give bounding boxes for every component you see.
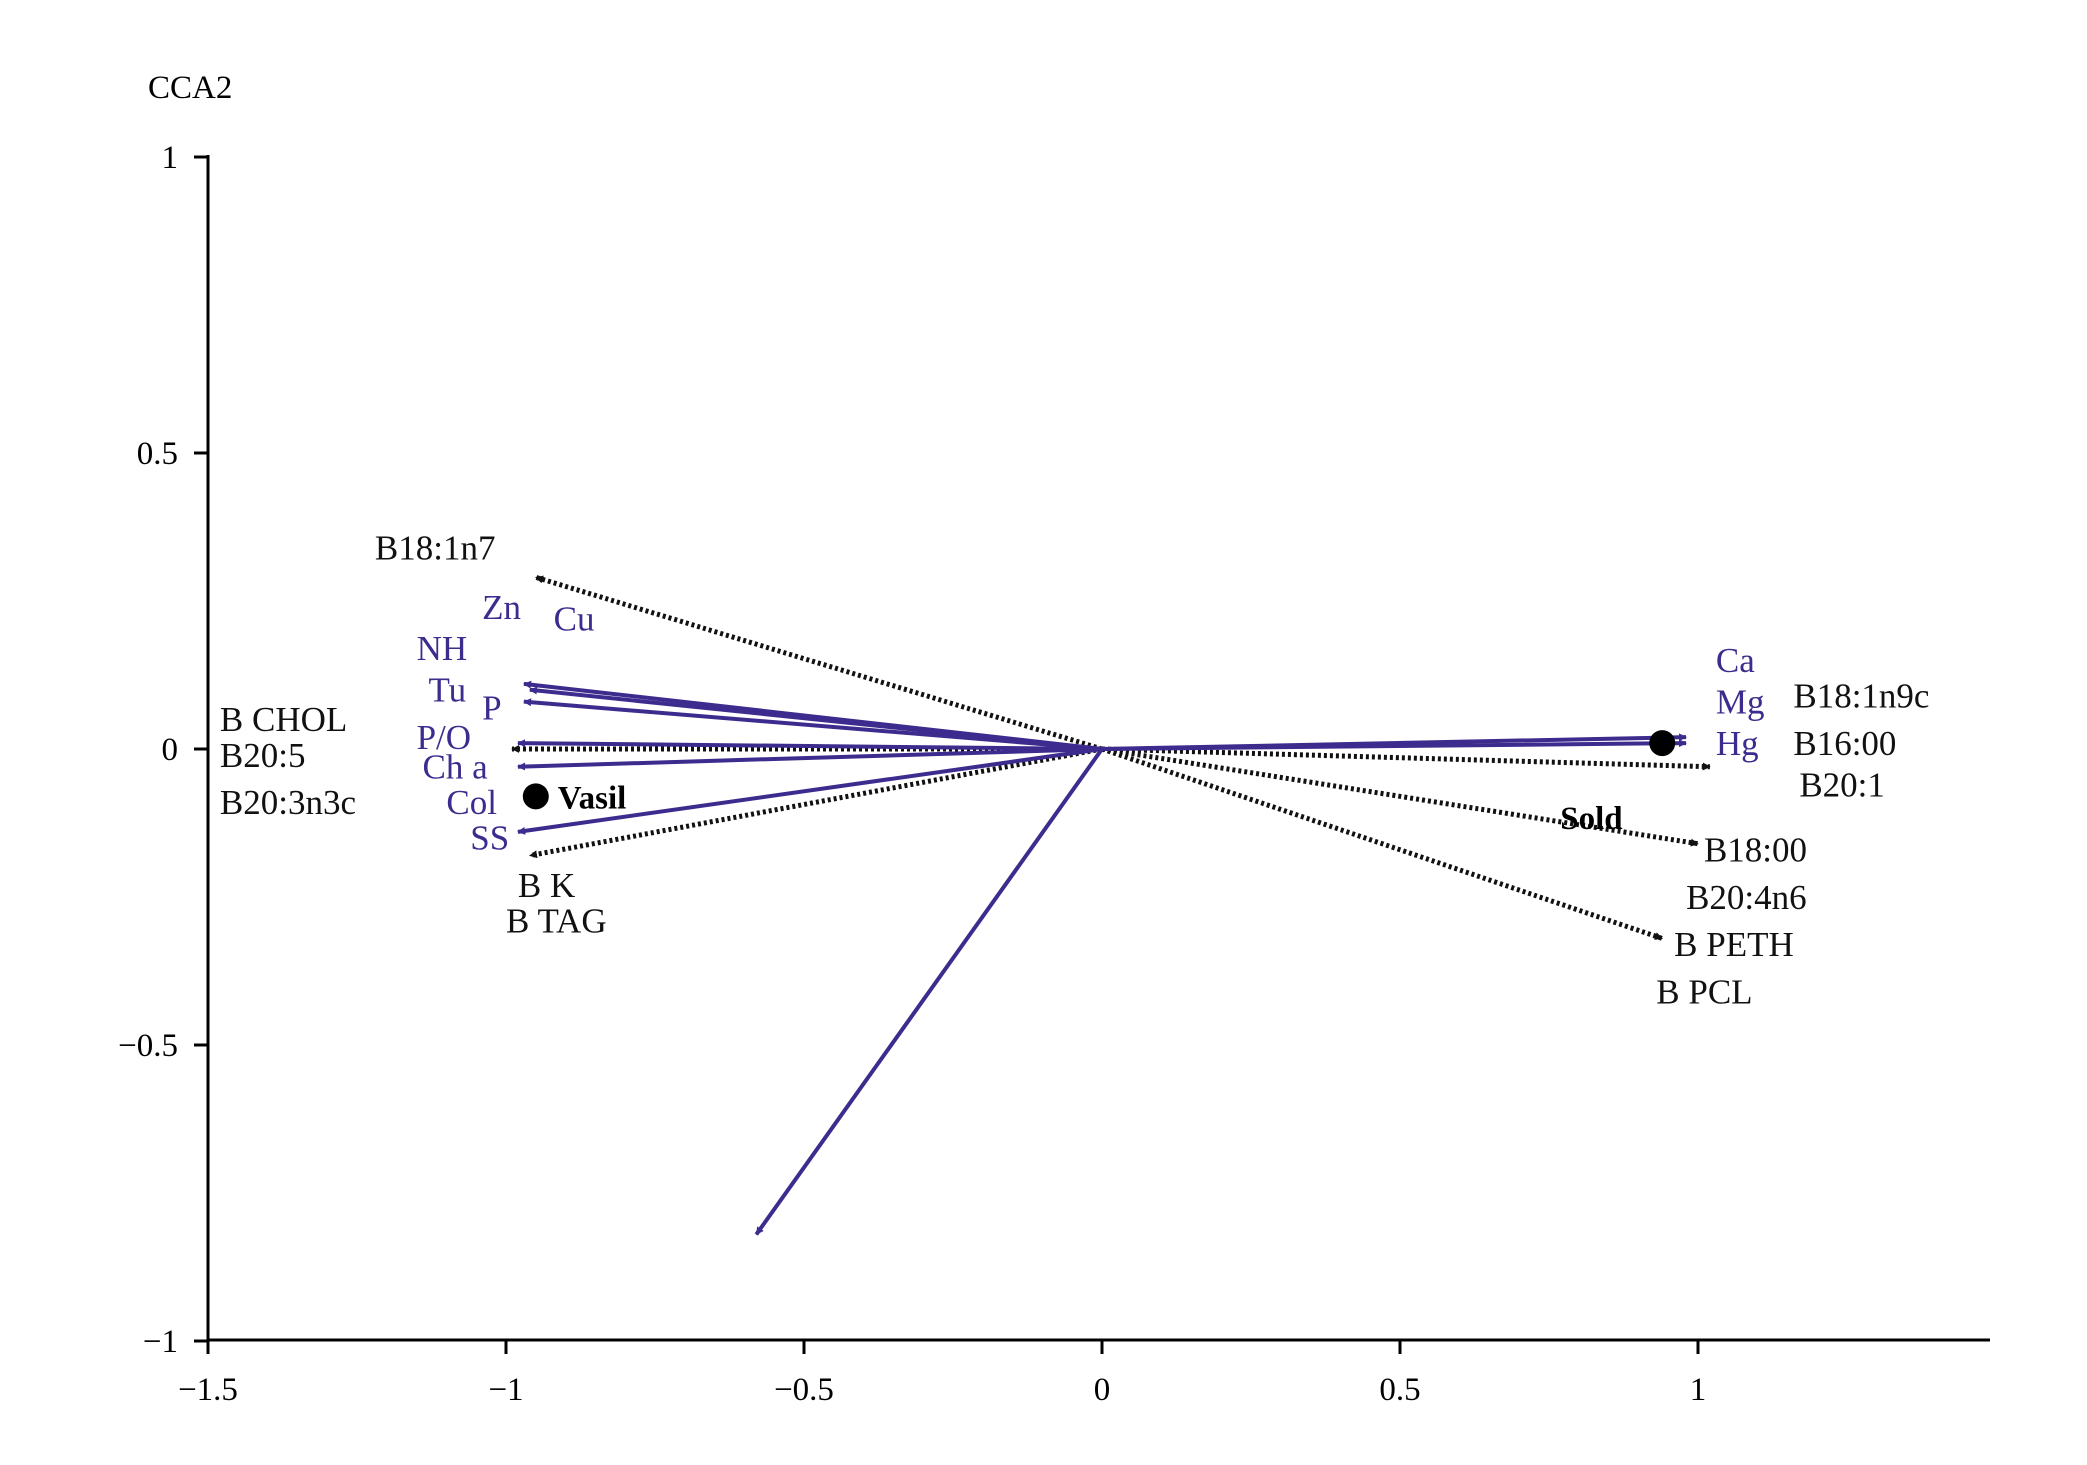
x-tick-label: −1 <box>488 1372 523 1408</box>
site-point <box>1649 730 1676 757</box>
site-label: Vasil <box>558 780 626 816</box>
env-variable-label: SS <box>470 819 509 858</box>
env-variable-label: Cu <box>554 600 595 639</box>
site-point <box>522 783 549 810</box>
species-label: B18:1n9c <box>1793 677 1929 716</box>
env-variable-label: Hg <box>1716 724 1759 763</box>
x-tick-label: 0.5 <box>1379 1372 1420 1408</box>
species-label: B18:00 <box>1704 830 1807 869</box>
env-variable-label: P <box>482 688 501 727</box>
species-label: B20:3n3c <box>220 783 356 822</box>
species-label: B20:1 <box>1799 765 1885 804</box>
env-arrow <box>529 686 1103 751</box>
environmental-arrows <box>517 680 1687 1236</box>
y-tick-label: 0.5 <box>137 436 178 472</box>
site-points: Vasil Sold <box>522 730 1676 837</box>
x-tick-label: −1.5 <box>178 1372 238 1408</box>
y-axis-label: CCA2 <box>148 70 232 106</box>
env-arrow <box>1101 739 1687 751</box>
env-variable-label: P/O <box>417 718 471 757</box>
x-tick-label: 1 <box>1690 1372 1707 1408</box>
y-tick-label: −1 <box>143 1324 178 1360</box>
env-variable-label: NH <box>417 629 468 668</box>
ticks: −1.5 −1 −0.5 0 0.5 1−1−0.500.51 <box>118 140 1706 1408</box>
site-label: Sold <box>1560 801 1622 837</box>
species-arrow <box>1101 746 1711 771</box>
species-label: B18:1n7 <box>375 529 496 568</box>
species-arrow <box>1101 746 1664 941</box>
env-arrow <box>517 739 1103 751</box>
species-label: B PCL <box>1656 973 1752 1012</box>
species-label: B16:00 <box>1793 724 1896 763</box>
species-arrow <box>529 746 1103 859</box>
env-arrow <box>754 747 1104 1236</box>
env-variable-label: Ch a <box>423 748 489 787</box>
species-label: B CHOL <box>220 700 347 739</box>
env-variable-label: Zn <box>482 588 521 627</box>
env-arrow <box>517 747 1103 835</box>
env-variable-label: Col <box>446 783 497 822</box>
y-tick-label: 0 <box>162 732 179 768</box>
y-tick-label: 1 <box>162 140 179 176</box>
env-variable-label: Ca <box>1716 641 1755 680</box>
species-label: B20:4n6 <box>1686 878 1807 917</box>
x-tick-label: −0.5 <box>774 1372 834 1408</box>
species-arrow <box>535 574 1103 752</box>
env-arrow <box>523 698 1103 751</box>
species-arrow <box>1101 746 1699 847</box>
env-variable-label: Tu <box>429 671 467 710</box>
species-label: B PETH <box>1674 925 1794 964</box>
x-tick-label: 0 <box>1094 1372 1111 1408</box>
env-arrow <box>517 747 1103 771</box>
y-tick-label: −0.5 <box>118 1028 178 1064</box>
species-label: B20:5 <box>220 736 306 775</box>
species-label: B K <box>518 866 575 905</box>
env-variable-label: Mg <box>1716 682 1765 721</box>
species-arrows <box>511 574 1711 941</box>
species-label: B TAG <box>506 902 607 941</box>
